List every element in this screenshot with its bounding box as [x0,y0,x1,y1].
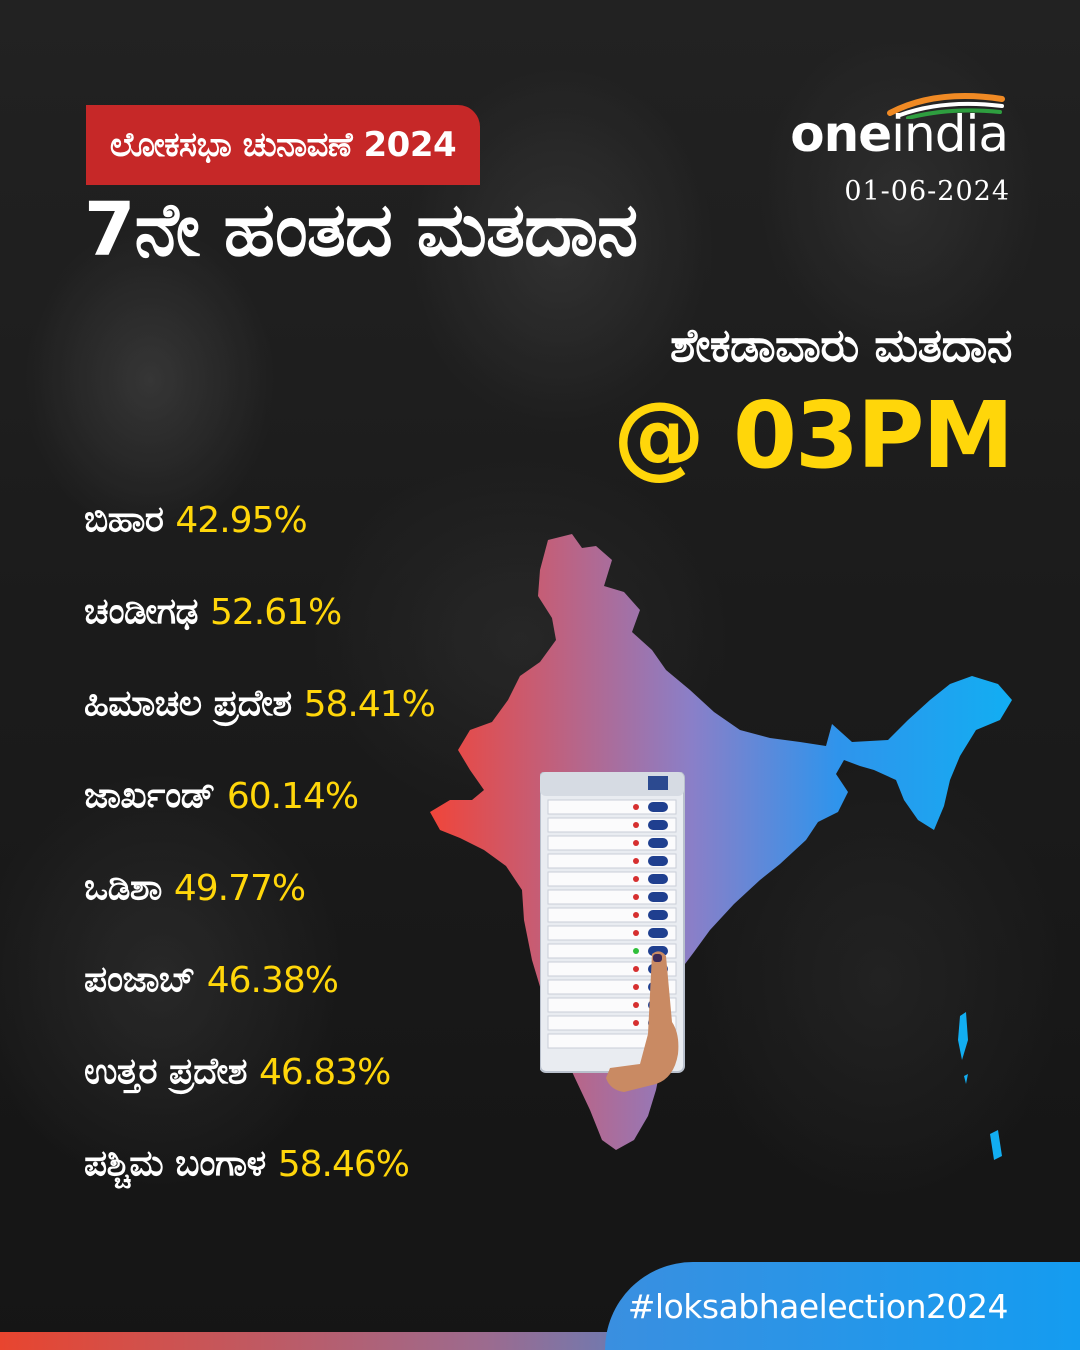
evm-led [633,1020,639,1026]
state-name: ಪಶ್ಚಿಮ ಬಂಗಾಳ [84,1143,266,1184]
state-name: ಚಂಡೀಗಢ [84,591,199,632]
evm-row [547,961,677,977]
state-value: 42.95% [175,499,307,541]
state-turnout-list: ಬಿಹಾರ 42.95% ಚಂಡೀಗಢ 52.61% ಹಿಮಾಚಲ ಪ್ರದೇಶ 58… [84,474,436,1210]
evm-row [547,997,677,1013]
evm-row [547,907,677,923]
voter-finger-icon [606,951,679,1092]
evm-led [633,930,639,936]
state-value: 46.83% [259,1051,391,1093]
evm-button [648,910,668,920]
list-item: ಹಿಮಾಚಲ ಪ್ರದೇಶ 58.41% [84,658,436,750]
evm-icon [540,772,685,1092]
state-value: 46.38% [206,959,339,1001]
evm-led [633,966,639,972]
state-name: ಒಡಿಶಾ [84,867,162,908]
turnout-time: @ 03PM [612,382,1014,489]
publish-date: 01-06-2024 [844,176,1010,207]
ink-mark [653,954,662,962]
page-title: 7ನೇ ಹಂತದ ಮತದಾನ [84,187,638,273]
evm-led [633,912,639,918]
list-item: ಉತ್ತರ ಪ್ರದೇಶ 46.83% [84,1026,435,1118]
state-name: ಜಾರ್ಖಂಡ್ [84,775,215,816]
evm-led [633,804,639,810]
turnout-subtitle: ಶೇಕಡಾವಾರು ಮತದಾನ [670,318,1012,372]
evm-led [633,822,639,828]
evm-button [648,874,668,884]
evm-row [547,871,677,887]
evm-led-active [633,948,639,954]
evm-row [547,853,677,869]
evm-row [547,943,677,959]
evm-row [547,817,677,833]
state-name: ಉತ್ತರ ಪ್ರದೇಶ [84,1051,248,1092]
hashtag-panel [605,1262,1080,1350]
state-value: 58.41% [303,683,436,725]
state-value: 60.14% [226,775,359,817]
india-map-icon [430,534,1012,1160]
logo-light-text: india [891,105,1009,163]
andaman-islands [958,1012,1002,1160]
hashtag-label: #loksabhaelection2024 [627,1287,1009,1326]
list-item: ಜಾರ್ಖಂಡ್ 60.14% [84,750,435,842]
evm-led [633,984,639,990]
evm-display [648,776,668,790]
list-item: ಚಂಡೀಗಢ 52.61% [84,566,435,658]
evm-button [648,820,668,830]
state-value: 58.46% [277,1143,410,1185]
india-mainland [430,534,1012,1150]
evm-led [633,1002,639,1008]
logo-bold-text: one [790,105,892,163]
evm-row [547,925,677,941]
list-item: ಪಶ್ಚಿಮ ಬಂಗಾಳ 58.46% [84,1118,435,1210]
state-name: ಪಂಜಾಬ್ [84,959,195,1000]
state-name: ಬಿಹಾರ [84,499,164,540]
evm-row [547,889,677,905]
evm-button [648,802,668,812]
state-value: 49.77% [173,867,306,909]
evm-button [648,928,668,938]
evm-button [648,838,668,848]
list-item: ಬಿಹಾರ 42.95% [84,474,435,566]
evm-row [547,1015,677,1031]
evm-row [547,835,677,851]
oneindia-logo: oneindia [768,93,1009,175]
list-item: ಪಂಜಾಬ್ 46.38% [84,934,435,1026]
evm-row [547,979,677,995]
logo-wordmark: oneindia [790,109,1009,159]
evm-button [648,892,668,902]
evm-led [633,876,639,882]
evm-row [547,799,677,815]
evm-led [633,840,639,846]
state-name: ಹಿಮಾಚಲ ಪ್ರದೇಶ [84,683,292,724]
evm-led [633,858,639,864]
state-value: 52.61% [210,591,342,633]
tricolor-swoosh-icon [887,93,1005,119]
evm-led [633,894,639,900]
list-item: ಒಡಿಶಾ 49.77% [84,842,435,934]
evm-rows [547,799,677,1049]
evm-button [648,856,668,866]
election-tag: ಲೋಕಸಭಾ ಚುನಾವಣೆ 2024 [86,105,480,185]
